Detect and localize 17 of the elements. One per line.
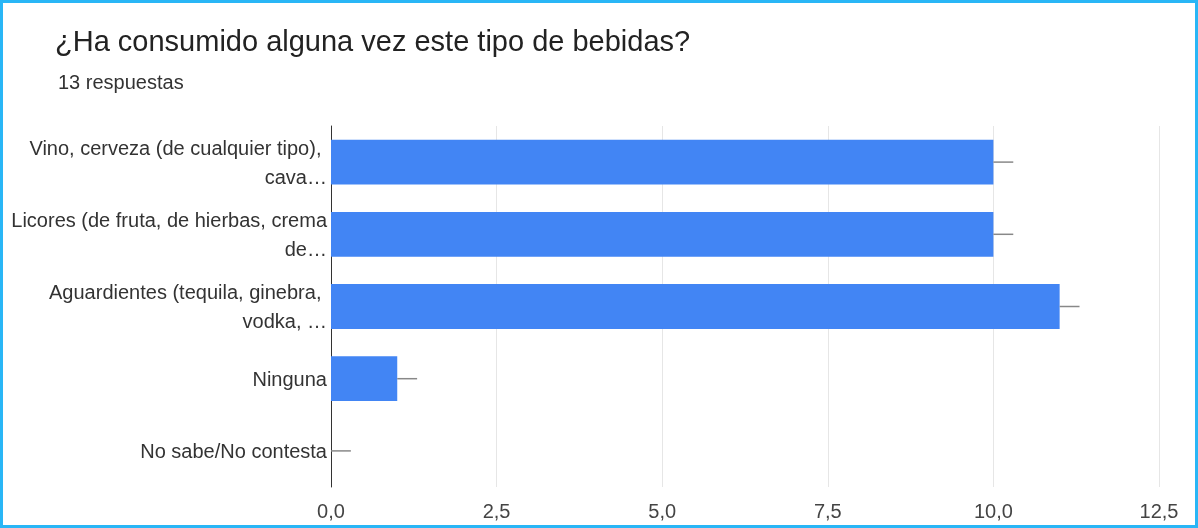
x-tick-label: 12,5 (1139, 500, 1179, 522)
bar (331, 356, 398, 402)
bar (331, 139, 994, 185)
chart-title: ¿Ha consumido alguna vez este tipo de bebidas? (55, 24, 691, 57)
x-tick-label: 7,5 (813, 500, 842, 522)
x-tick-label: 0,0 (317, 500, 345, 522)
text: 13 respuestas (58, 71, 184, 93)
y-tick-label: Licores (de fruta, de hierbas, crema de… (11, 208, 328, 260)
bar (331, 284, 1060, 329)
x-tick-label: 5,0 (648, 500, 677, 522)
x-tick-label: 2,5 (482, 500, 511, 522)
bar (331, 211, 994, 257)
y-tick-label: No sabe/No contesta (140, 439, 328, 462)
y-tick-label: Vino, cerveza (de cualquier tipo), cava… (29, 136, 327, 188)
y-tick-label: Aguardientes (tequila, ginebra, vodka, … (49, 281, 327, 332)
x-tick-label: 10,0 (973, 500, 1013, 522)
y-tick-label: Ninguna (252, 367, 328, 390)
